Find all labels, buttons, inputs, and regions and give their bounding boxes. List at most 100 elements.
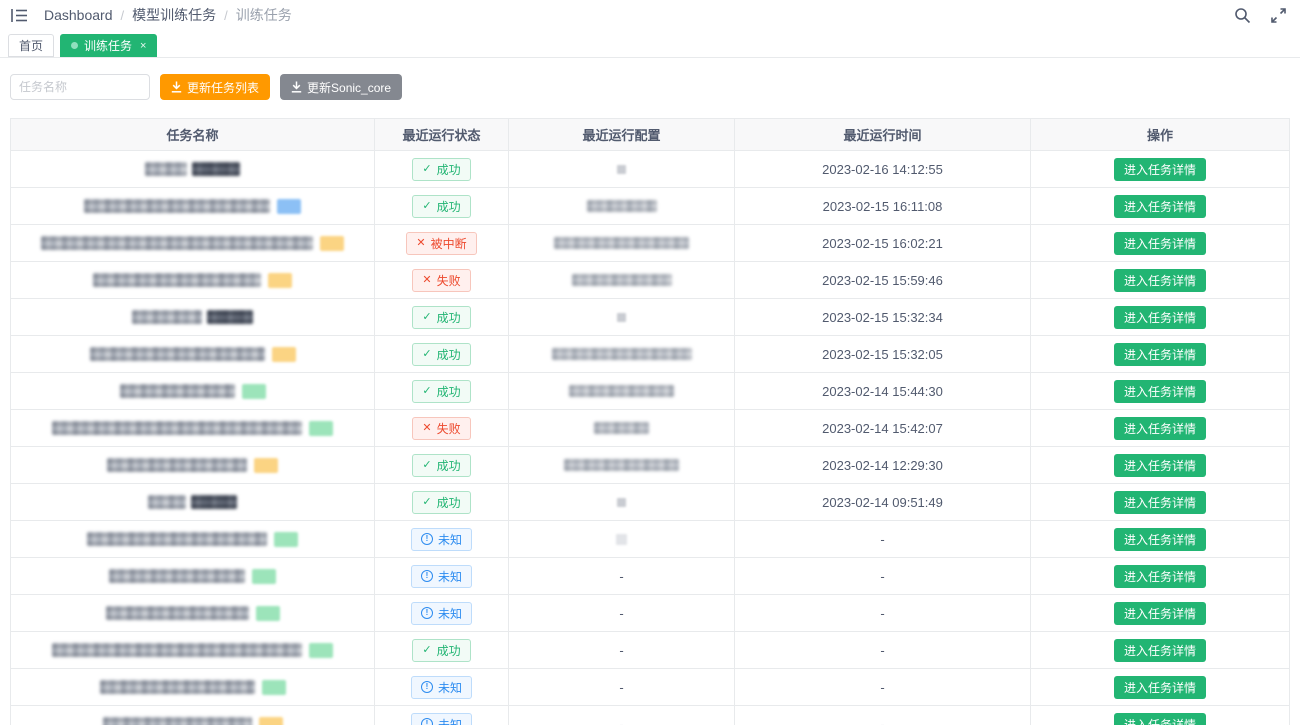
search-icon[interactable] bbox=[1232, 5, 1252, 25]
status-badge: ! 未知 bbox=[410, 527, 472, 551]
task-name-cell bbox=[11, 151, 375, 187]
task-detail-button[interactable]: 进入任务详情 bbox=[1113, 342, 1206, 366]
redacted-text bbox=[52, 643, 302, 657]
time-cell: 2023-02-14 12:29:30 bbox=[735, 447, 1031, 483]
table-body: ✓ 成功 2023-02-16 14:12:55 进入任务详情 ✓ 成功 202… bbox=[11, 151, 1289, 725]
time-cell: 2023-02-14 15:42:07 bbox=[735, 410, 1031, 446]
redacted-tag bbox=[254, 457, 278, 473]
status-cell: ✕ 被中断 bbox=[375, 225, 509, 261]
status-cell: ✕ 失败 bbox=[375, 262, 509, 298]
task-name-cell bbox=[11, 521, 375, 557]
tab-close-icon[interactable]: × bbox=[140, 39, 147, 52]
task-name-search-input[interactable] bbox=[10, 74, 150, 100]
redacted-tag bbox=[277, 198, 301, 214]
task-name-cell bbox=[11, 299, 375, 335]
redacted-text bbox=[617, 312, 626, 322]
training-tasks-table: 任务名称 最近运行状态 最近运行配置 最近运行时间 操作 ✓ 成功 2023-0… bbox=[10, 118, 1290, 725]
config-cell bbox=[509, 373, 735, 409]
action-cell: 进入任务详情 bbox=[1031, 447, 1289, 483]
status-badge: ! 未知 bbox=[410, 564, 472, 588]
config-cell bbox=[509, 484, 735, 520]
task-detail-button[interactable]: 进入任务详情 bbox=[1113, 638, 1206, 662]
status-badge: ✕ 失败 bbox=[412, 416, 471, 440]
empty-value: - bbox=[619, 716, 624, 725]
task-detail-button[interactable]: 进入任务详情 bbox=[1113, 416, 1206, 440]
action-cell: 进入任务详情 bbox=[1031, 595, 1289, 631]
table-row: ✓ 成功 2023-02-15 16:11:08 进入任务详情 bbox=[11, 188, 1289, 225]
table-row: ✕ 失败 2023-02-14 15:42:07 进入任务详情 bbox=[11, 410, 1289, 447]
sidebar-collapse-icon[interactable] bbox=[8, 4, 30, 26]
status-badge: ✓ 成功 bbox=[412, 342, 471, 366]
status-cell: ! 未知 bbox=[375, 595, 509, 631]
redacted-tag bbox=[261, 679, 286, 695]
task-name-cell bbox=[11, 336, 375, 372]
table-row: ✓ 成功 2023-02-14 09:51:49 进入任务详情 bbox=[11, 484, 1289, 521]
redacted-tag bbox=[309, 420, 333, 436]
action-cell: 进入任务详情 bbox=[1031, 262, 1289, 298]
redacted-text bbox=[617, 497, 626, 507]
status-icon: ✕ bbox=[416, 236, 426, 249]
update-task-list-button[interactable]: 更新任务列表 bbox=[160, 74, 271, 100]
status-label: 未知 bbox=[437, 532, 462, 547]
status-label: 被中断 bbox=[430, 236, 467, 251]
action-cell: 进入任务详情 bbox=[1031, 632, 1289, 668]
status-cell: ✓ 成功 bbox=[375, 373, 509, 409]
config-cell bbox=[509, 225, 735, 261]
task-detail-button[interactable]: 进入任务详情 bbox=[1113, 712, 1206, 725]
breadcrumb-separator: / bbox=[120, 7, 125, 23]
task-detail-button[interactable]: 进入任务详情 bbox=[1113, 527, 1206, 551]
redacted-text bbox=[191, 495, 237, 509]
status-icon: ✓ bbox=[422, 458, 432, 471]
task-detail-button[interactable]: 进入任务详情 bbox=[1113, 379, 1206, 403]
task-name-cell bbox=[11, 706, 375, 725]
task-detail-button[interactable]: 进入任务详情 bbox=[1113, 157, 1206, 181]
task-detail-button[interactable]: 进入任务详情 bbox=[1113, 675, 1206, 699]
tab-home[interactable]: 首页 bbox=[8, 34, 55, 57]
status-icon: ! bbox=[420, 533, 433, 545]
task-detail-button[interactable]: 进入任务详情 bbox=[1113, 564, 1206, 588]
table-row: ✓ 成功 2023-02-15 15:32:05 进入任务详情 bbox=[11, 336, 1289, 373]
config-cell bbox=[509, 299, 735, 335]
status-badge: ! 未知 bbox=[410, 712, 472, 725]
task-name-cell bbox=[11, 225, 375, 261]
update-sonic-core-label: 更新Sonic_core bbox=[307, 80, 392, 95]
redacted-tag bbox=[258, 716, 283, 725]
time-cell: 2023-02-15 15:59:46 bbox=[735, 262, 1031, 298]
redacted-text bbox=[119, 384, 235, 398]
task-detail-button[interactable]: 进入任务详情 bbox=[1113, 305, 1206, 329]
task-detail-button[interactable]: 进入任务详情 bbox=[1113, 453, 1206, 477]
table-row: ! 未知 - - 进入任务详情 bbox=[11, 669, 1289, 706]
redacted-text bbox=[89, 347, 265, 361]
task-detail-button[interactable]: 进入任务详情 bbox=[1113, 490, 1206, 514]
breadcrumb-dashboard[interactable]: Dashboard bbox=[44, 7, 113, 23]
redacted-text bbox=[145, 162, 187, 176]
task-detail-button[interactable]: 进入任务详情 bbox=[1113, 601, 1206, 625]
task-detail-button[interactable]: 进入任务详情 bbox=[1113, 268, 1206, 292]
status-label: 成功 bbox=[436, 495, 461, 510]
redacted-text bbox=[551, 348, 692, 360]
redacted-tag bbox=[320, 235, 344, 251]
table-row: ! 未知 - - 进入任务详情 bbox=[11, 558, 1289, 595]
empty-value: - bbox=[619, 605, 624, 621]
task-detail-button[interactable]: 进入任务详情 bbox=[1113, 194, 1206, 218]
table-row: ✓ 成功 - - 进入任务详情 bbox=[11, 632, 1289, 669]
fullscreen-icon[interactable] bbox=[1268, 5, 1288, 25]
redacted-text bbox=[586, 200, 657, 212]
tab-training-tasks[interactable]: 训练任务 × bbox=[60, 34, 158, 57]
redacted-text bbox=[207, 310, 253, 324]
status-label: 成功 bbox=[436, 347, 461, 362]
time-cell: - bbox=[735, 706, 1031, 725]
config-cell bbox=[509, 410, 735, 446]
breadcrumb-model-training-tasks[interactable]: 模型训练任务 bbox=[132, 7, 217, 23]
status-badge: ✓ 成功 bbox=[412, 453, 471, 477]
status-label: 成功 bbox=[436, 162, 461, 177]
action-cell: 进入任务详情 bbox=[1031, 669, 1289, 705]
redacted-tag bbox=[255, 605, 280, 621]
update-sonic-core-button[interactable]: 更新Sonic_core bbox=[280, 74, 403, 100]
task-detail-button[interactable]: 进入任务详情 bbox=[1113, 231, 1206, 255]
config-cell: - bbox=[509, 706, 735, 725]
action-cell: 进入任务详情 bbox=[1031, 373, 1289, 409]
redacted-text bbox=[105, 606, 249, 620]
table-row: ✓ 成功 2023-02-14 15:44:30 进入任务详情 bbox=[11, 373, 1289, 410]
redacted-text bbox=[148, 495, 186, 509]
